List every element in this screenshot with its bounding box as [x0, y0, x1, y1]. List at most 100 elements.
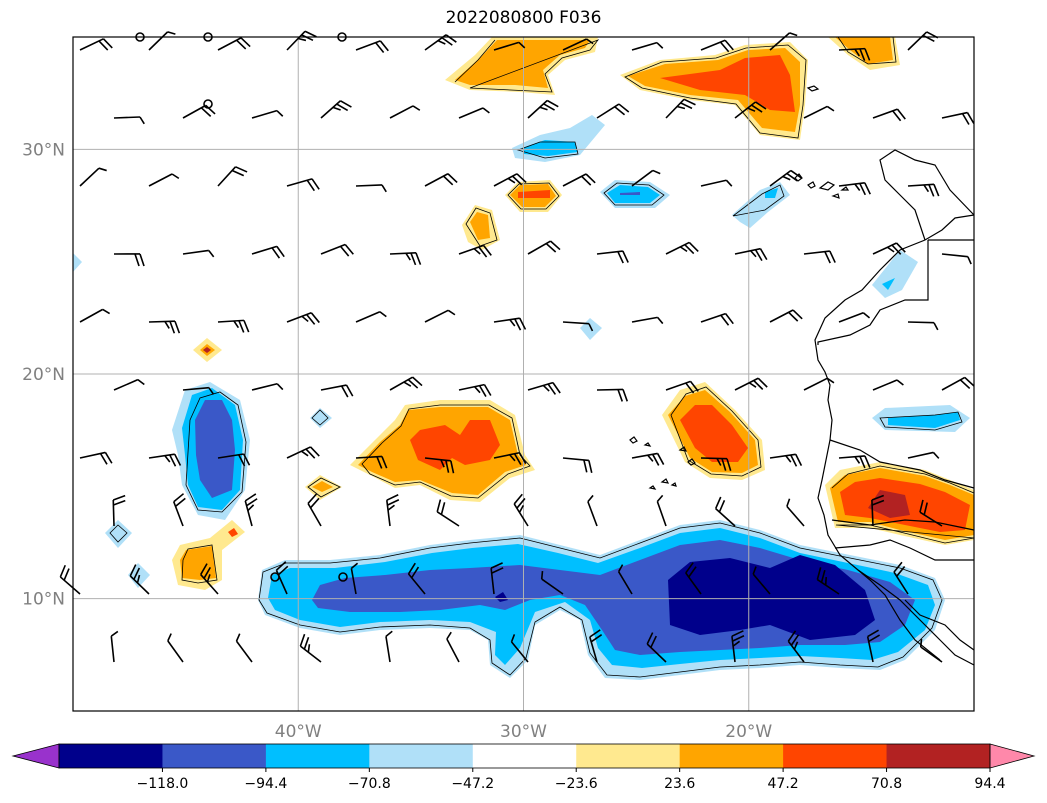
wind-barb [838, 182, 871, 196]
contour-line [258, 522, 943, 678]
wind-barb [631, 452, 665, 466]
contour-positive-region [228, 528, 238, 537]
wind-barb [350, 562, 359, 595]
contour-negative-region [882, 278, 895, 290]
contour-line [837, 36, 897, 65]
wind-barb [513, 493, 529, 527]
contour-line [516, 141, 579, 159]
wind-barb [786, 498, 805, 527]
contour-line [307, 477, 341, 498]
wind-barb [299, 633, 322, 663]
colorbar-segment [886, 744, 991, 768]
contour-negative-region [310, 408, 332, 428]
wind-barb [251, 109, 284, 119]
calm-wind-circle [203, 99, 213, 109]
wind-barb [562, 457, 593, 473]
wind-barb [235, 633, 253, 663]
contour-positive-region [470, 212, 490, 240]
wind-barb [665, 241, 699, 255]
wind-barb [562, 173, 596, 187]
contour-positive-region [410, 420, 500, 470]
wind-barb [148, 31, 176, 51]
wind-barb [389, 105, 421, 119]
cape-verde-islands [629, 436, 696, 490]
gridlines [73, 37, 974, 711]
lat-label: 20°N [22, 365, 65, 385]
canary-islands [794, 173, 850, 199]
wind-barb [389, 252, 422, 266]
lon-label: 40°W [275, 722, 322, 742]
wind-barb [596, 103, 630, 119]
contour-negative-region [105, 520, 132, 548]
contour-line [465, 207, 498, 247]
wind-barb [941, 253, 972, 265]
contour-line [507, 182, 560, 210]
contour-line [185, 391, 247, 513]
wind-barb [182, 104, 216, 119]
wind-barb [148, 453, 182, 467]
contour-line [181, 544, 218, 584]
wind-barb [407, 562, 426, 595]
country-border [904, 599, 975, 651]
wind-barb [385, 630, 393, 663]
contour-negative-region [872, 250, 918, 298]
wind-barb [665, 98, 696, 119]
wind-barb [562, 321, 594, 332]
wind-barb [596, 388, 629, 402]
latitude-labels: 30°N 20°N 10°N [22, 140, 65, 609]
contour-positive-region [455, 40, 590, 88]
contour-negative-region [765, 188, 778, 198]
contour-negative-region [73, 253, 82, 272]
wind-barb [646, 632, 667, 663]
wind-barb [458, 107, 490, 119]
wind-barb [286, 446, 320, 459]
wind-barb [803, 105, 835, 119]
wind-barb [493, 451, 527, 466]
wind-barb [700, 457, 732, 472]
wind-barb [79, 451, 113, 465]
wind-barb [866, 629, 881, 663]
africa-coastline [814, 214, 975, 666]
lat-label: 30°N [22, 140, 65, 160]
wind-barb [872, 379, 904, 391]
wind-barb [734, 101, 767, 119]
wind-barb [685, 562, 702, 595]
contour-line [732, 184, 785, 217]
wind-barb [386, 494, 400, 527]
wind-barb [803, 377, 835, 391]
wind-barb [596, 250, 629, 264]
contour-line [109, 524, 128, 543]
wind-barb [803, 250, 836, 264]
wind-barbs [59, 30, 975, 663]
wind-barb [79, 167, 107, 187]
colorbar-label: −70.8 [348, 776, 391, 792]
wind-barb [113, 253, 145, 267]
wind-barb [540, 570, 564, 595]
country-border [817, 239, 974, 345]
wind-barb [424, 457, 455, 474]
wind-barb [769, 169, 802, 187]
contour-line [879, 411, 963, 431]
colorbar [11, 743, 1036, 772]
lon-label: 20°W [725, 722, 772, 742]
wind-barb [631, 316, 664, 325]
wind-barb [182, 386, 215, 395]
wind-barb [907, 451, 940, 459]
wind-barb [941, 376, 975, 391]
wind-barb [700, 179, 733, 187]
colorbar-label: −94.4 [244, 776, 287, 792]
colorbar-segment [472, 744, 577, 768]
contour-lines [109, 36, 975, 678]
lat-label: 10°N [22, 590, 65, 610]
wind-barb [110, 630, 119, 663]
wind-barb [562, 38, 594, 51]
wind-barb [893, 561, 909, 595]
colorbar-segment [369, 744, 474, 768]
calm-wind-circle [270, 572, 280, 582]
wind-barb [752, 566, 771, 595]
colorbar-label: 47.2 [768, 776, 799, 792]
contour-positive-region [835, 37, 893, 64]
contour-line [670, 386, 762, 477]
wind-barb [510, 634, 529, 663]
colorbar-frame [58, 743, 991, 769]
